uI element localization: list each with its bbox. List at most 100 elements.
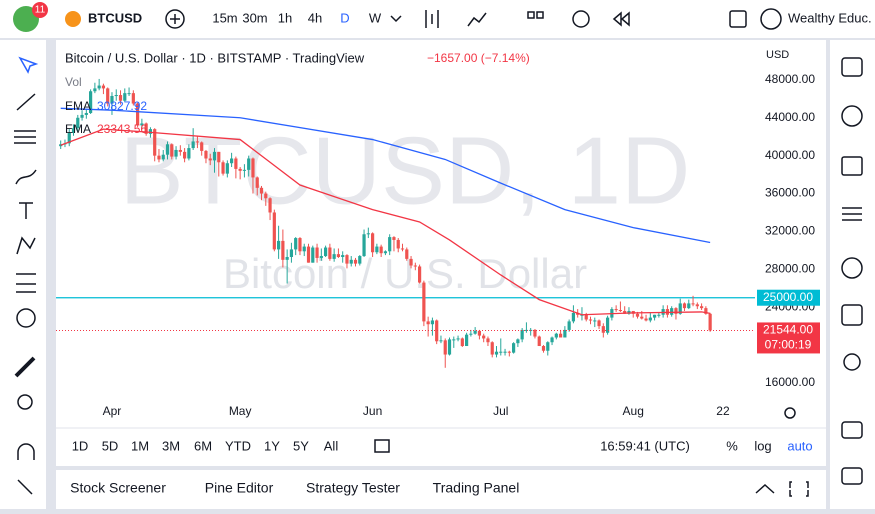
news[interactable] <box>841 156 863 176</box>
scale-option[interactable]: log <box>754 438 771 453</box>
candle-body <box>584 314 588 320</box>
candle-body <box>234 158 238 169</box>
candle-body <box>59 144 63 147</box>
candle-body <box>588 319 593 321</box>
brush-tool[interactable] <box>15 169 37 185</box>
zoom-tool[interactable] <box>17 394 33 410</box>
range-button[interactable]: 3M <box>162 438 180 453</box>
alert[interactable] <box>572 10 590 28</box>
candle-body <box>200 142 204 151</box>
bottom-panel <box>56 470 826 509</box>
x-tick-label: Apr <box>103 404 122 418</box>
account[interactable]: Wealthy Educ. <box>788 10 872 25</box>
text-tool[interactable] <box>19 202 33 219</box>
interval-dropdown[interactable] <box>390 15 402 23</box>
candle-body <box>148 129 153 134</box>
range-button[interactable]: 1Y <box>264 438 280 453</box>
date-range[interactable] <box>374 439 390 453</box>
chart-type[interactable] <box>425 10 439 28</box>
candle-body <box>298 238 302 252</box>
candle-body <box>691 303 695 305</box>
cursor-tool[interactable] <box>18 56 39 74</box>
add-symbol-plus <box>170 14 180 24</box>
candle-body <box>657 314 661 316</box>
chats[interactable] <box>841 421 863 439</box>
candle-body <box>136 103 140 126</box>
interval[interactable]: 4h <box>308 10 322 25</box>
range-button[interactable]: 1M <box>131 438 149 453</box>
ideas[interactable] <box>842 207 862 221</box>
panel-tab[interactable]: Trading Panel <box>433 480 520 496</box>
interval[interactable]: D <box>340 10 349 25</box>
candle-body <box>567 321 571 330</box>
y-tick-label: 44000.00 <box>765 110 815 124</box>
range-button[interactable]: 6M <box>194 438 212 453</box>
range-button[interactable]: 5Y <box>293 438 309 453</box>
interval[interactable]: 15m <box>212 10 237 25</box>
scale-option[interactable]: auto <box>787 438 812 453</box>
candle-body <box>618 310 623 312</box>
currency[interactable]: USD <box>766 49 789 61</box>
help[interactable] <box>843 353 861 371</box>
interval[interactable]: W <box>369 10 382 25</box>
range-button[interactable]: YTD <box>225 438 251 453</box>
indicators[interactable] <box>467 12 487 27</box>
candle-body <box>221 162 225 174</box>
lock-tool[interactable] <box>17 479 33 495</box>
watermark-subtitle: Bitcoin / U.S. Dollar <box>223 250 587 297</box>
candle-body <box>289 249 294 257</box>
snapshot[interactable] <box>729 10 747 28</box>
ruler-tool[interactable] <box>14 356 36 378</box>
candle-body <box>84 113 88 115</box>
calendar[interactable] <box>841 304 863 326</box>
prediction-tool[interactable] <box>16 273 36 293</box>
pattern-tool[interactable] <box>16 236 36 255</box>
collapse-panel[interactable] <box>755 483 775 494</box>
candle-body <box>272 212 276 250</box>
last-price-bg <box>757 322 820 354</box>
hline-label-bg <box>757 289 820 306</box>
alerts[interactable] <box>841 105 863 127</box>
candle-body <box>452 339 456 341</box>
candle-body <box>345 255 349 264</box>
settings[interactable] <box>784 407 796 419</box>
messages[interactable] <box>841 467 863 485</box>
watermark: BTCUSD, 1D <box>120 117 691 224</box>
candle-body <box>447 339 452 355</box>
range-button[interactable]: 5D <box>102 438 119 453</box>
candle-body <box>170 144 174 157</box>
candle-body <box>430 320 435 325</box>
trend-line-tool[interactable] <box>16 93 36 111</box>
cloud[interactable] <box>760 8 782 30</box>
candle-body <box>477 330 482 336</box>
interval[interactable]: 1h <box>278 10 292 25</box>
layouts[interactable] <box>527 11 535 19</box>
candle-body <box>165 144 170 155</box>
ema-line <box>60 107 711 244</box>
replay[interactable] <box>612 11 630 27</box>
range-button[interactable]: 1D <box>72 438 89 453</box>
panel-tab[interactable]: Pine Editor <box>205 480 274 496</box>
candle-body <box>178 149 182 152</box>
icons-tool[interactable] <box>16 308 36 328</box>
badge <box>32 2 48 18</box>
range-button[interactable]: All <box>324 438 339 453</box>
panel-tab[interactable]: Stock Screener <box>70 480 166 496</box>
candle-body <box>195 141 200 143</box>
candle-body <box>563 329 567 338</box>
candle-body <box>396 239 400 249</box>
fib-tool[interactable] <box>14 130 36 144</box>
magnet-tool[interactable] <box>17 443 35 460</box>
x-tick-label: Aug <box>623 404 644 418</box>
scale-option[interactable]: % <box>726 438 738 453</box>
interval[interactable]: 30m <box>242 10 267 25</box>
candle-body <box>311 247 315 263</box>
add-symbol[interactable] <box>165 9 185 29</box>
panel-tab[interactable]: Strategy Tester <box>306 480 400 496</box>
maximize-panel[interactable] <box>789 481 809 497</box>
watchlist[interactable] <box>841 57 863 77</box>
candle-body <box>644 318 648 321</box>
calendar-stream[interactable] <box>841 257 863 279</box>
symbol[interactable]: BTCUSD <box>88 10 142 25</box>
countdown: 07:00:19 <box>765 338 812 352</box>
